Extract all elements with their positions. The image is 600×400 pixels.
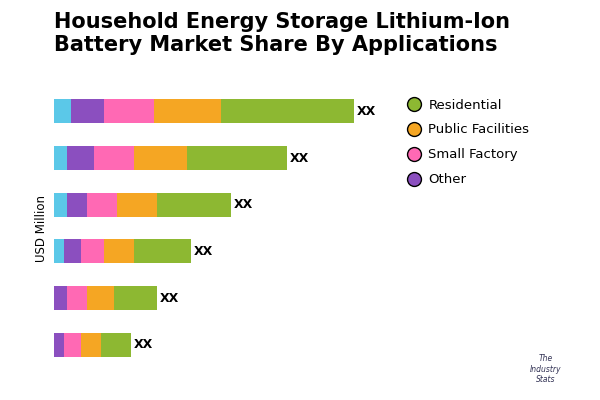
Bar (187, 146, 287, 170)
Bar (54, 192, 67, 217)
Bar (157, 192, 230, 217)
Bar (104, 239, 134, 264)
Bar (54, 286, 67, 310)
Bar (101, 332, 131, 357)
Text: XX: XX (356, 105, 376, 118)
Bar (54, 332, 64, 357)
Bar (67, 146, 94, 170)
Text: Household Energy Storage Lithium-Ion
Battery Market Share By Applications: Household Energy Storage Lithium-Ion Bat… (54, 12, 510, 55)
Text: The
Industry
Stats: The Industry Stats (530, 354, 562, 384)
Bar (54, 146, 67, 170)
Bar (80, 332, 101, 357)
Text: XX: XX (193, 245, 212, 258)
Bar (94, 146, 134, 170)
Bar (88, 286, 114, 310)
Bar (64, 239, 80, 264)
Bar (118, 192, 157, 217)
Legend: Residential, Public Facilities, Small Factory, Other: Residential, Public Facilities, Small Fa… (403, 94, 533, 190)
Bar (54, 239, 64, 264)
Bar (134, 239, 191, 264)
Bar (80, 239, 104, 264)
Bar (134, 146, 187, 170)
Bar (67, 192, 88, 217)
Bar (221, 99, 354, 124)
Y-axis label: USD Million: USD Million (35, 194, 49, 262)
Bar (64, 332, 80, 357)
Text: XX: XX (160, 292, 179, 304)
Bar (114, 286, 157, 310)
Text: XX: XX (233, 198, 253, 211)
Bar (71, 99, 104, 124)
Text: XX: XX (133, 338, 152, 351)
Bar (154, 99, 221, 124)
Bar (67, 286, 88, 310)
Bar (54, 99, 71, 124)
Bar (104, 99, 154, 124)
Bar (88, 192, 118, 217)
Text: XX: XX (290, 152, 309, 164)
